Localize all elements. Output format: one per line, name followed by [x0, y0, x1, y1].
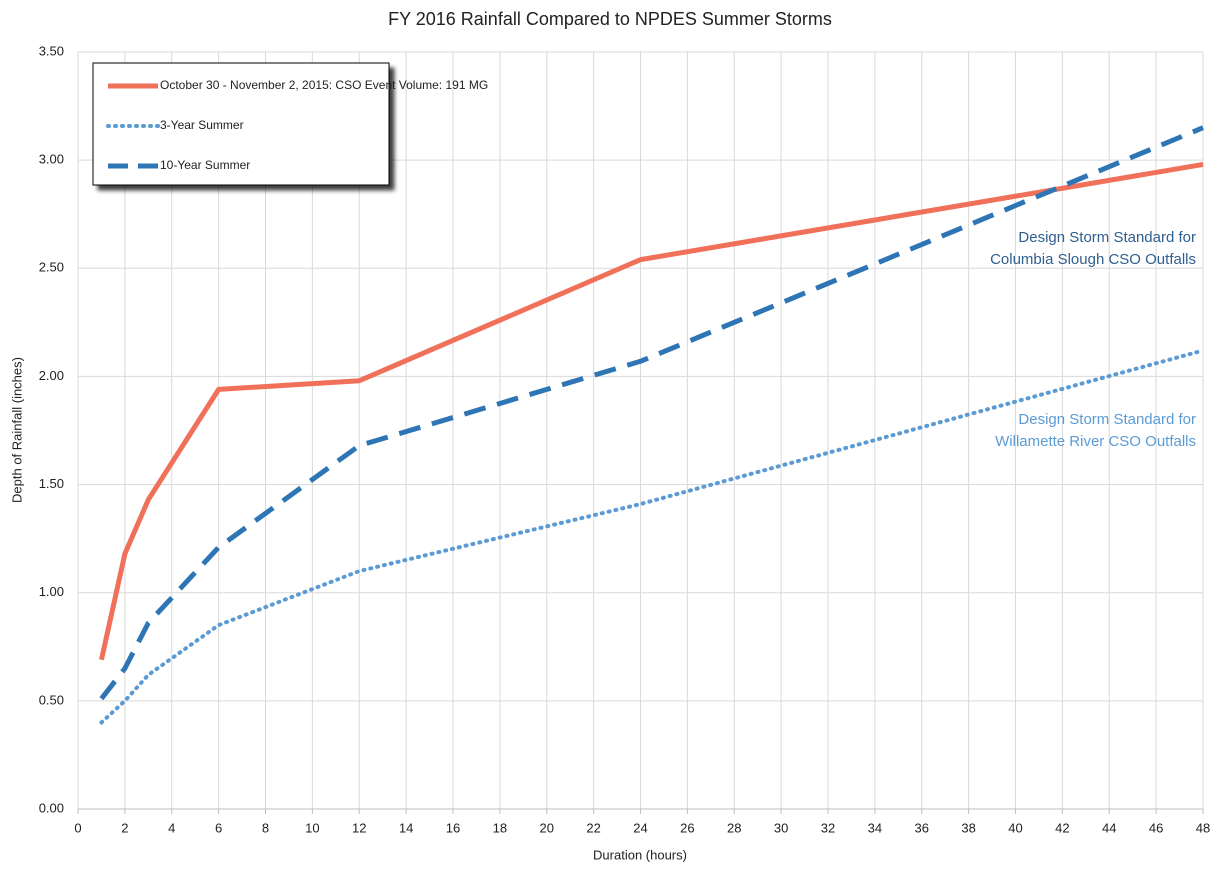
x-tick-label: 24 — [633, 820, 647, 835]
annotation: Willamette River CSO Outfalls — [995, 433, 1196, 450]
annotation: Design Storm Standard for — [1018, 411, 1196, 428]
x-tick-label: 20 — [540, 820, 554, 835]
series-line — [99, 348, 1205, 725]
x-tick-label: 46 — [1149, 820, 1163, 835]
y-tick-label: 1.50 — [39, 476, 64, 491]
legend: October 30 - November 2, 2015: CSO Event… — [92, 62, 488, 186]
annotation: Columbia Slough CSO Outfalls — [990, 251, 1196, 268]
y-tick-label: 2.50 — [39, 260, 64, 275]
x-axis-title: Duration (hours) — [593, 847, 687, 862]
x-tick-label: 40 — [1008, 820, 1022, 835]
x-tick-label: 6 — [215, 820, 222, 835]
x-tick-label: 38 — [961, 820, 975, 835]
x-tick-label: 44 — [1102, 820, 1116, 835]
legend-label: October 30 - November 2, 2015: CSO Event… — [160, 78, 488, 92]
x-tick-label: 42 — [1055, 820, 1069, 835]
x-tick-label: 4 — [168, 820, 175, 835]
y-tick-label: 2.00 — [39, 368, 64, 383]
series-line — [98, 162, 1204, 661]
x-tick-label: 16 — [446, 820, 460, 835]
x-tick-label: 48 — [1196, 820, 1210, 835]
x-tick-label: 28 — [727, 820, 741, 835]
legend-label: 3-Year Summer — [160, 118, 244, 132]
x-tick-label: 26 — [680, 820, 694, 835]
x-tick-label: 14 — [399, 820, 413, 835]
y-tick-label: 0.00 — [39, 800, 64, 815]
x-tick-label: 36 — [915, 820, 929, 835]
y-tick-label: 1.00 — [39, 584, 64, 599]
series-line — [99, 125, 1204, 701]
x-tick-label: 18 — [493, 820, 507, 835]
y-tick-label: 0.50 — [39, 692, 64, 707]
x-tick-label: 12 — [352, 820, 366, 835]
y-tick-label: 3.50 — [39, 43, 64, 58]
chart-title: FY 2016 Rainfall Compared to NPDES Summe… — [388, 9, 832, 29]
x-tick-label: 34 — [868, 820, 882, 835]
x-tick-label: 8 — [262, 820, 269, 835]
x-tick-label: 30 — [774, 820, 788, 835]
x-tick-label: 10 — [305, 820, 319, 835]
annotation: Design Storm Standard for — [1018, 229, 1196, 246]
x-tick-label: 32 — [821, 820, 835, 835]
y-tick-label: 3.00 — [39, 152, 64, 167]
y-axis-title: Depth of Rainfall (inches) — [9, 357, 24, 503]
x-tick-label: 0 — [74, 820, 81, 835]
x-tick-label: 2 — [121, 820, 128, 835]
x-tick-label: 22 — [586, 820, 600, 835]
legend-label: 10-Year Summer — [160, 158, 250, 172]
